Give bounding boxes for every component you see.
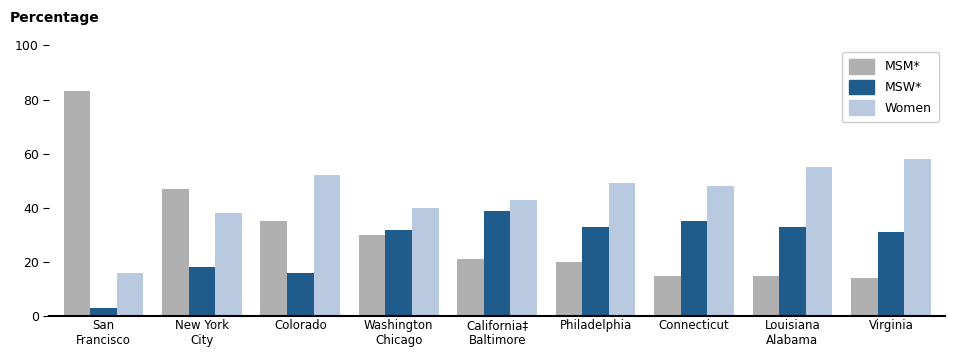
- Bar: [385, 230, 412, 316]
- Bar: [287, 273, 314, 316]
- Bar: [877, 232, 904, 316]
- Bar: [851, 278, 877, 316]
- Bar: [511, 200, 537, 316]
- Bar: [681, 222, 708, 316]
- Bar: [904, 159, 931, 316]
- Bar: [780, 227, 805, 316]
- Bar: [805, 167, 832, 316]
- Bar: [90, 308, 117, 316]
- Bar: [654, 275, 681, 316]
- Bar: [484, 211, 511, 316]
- Bar: [359, 235, 385, 316]
- Bar: [457, 259, 484, 316]
- Bar: [117, 273, 143, 316]
- Bar: [215, 213, 242, 316]
- Bar: [753, 275, 780, 316]
- Bar: [412, 208, 439, 316]
- Bar: [162, 189, 188, 316]
- Bar: [260, 222, 287, 316]
- Text: Percentage: Percentage: [10, 11, 99, 25]
- Bar: [63, 91, 90, 316]
- Legend: MSM*, MSW*, Women: MSM*, MSW*, Women: [842, 52, 939, 122]
- Bar: [188, 268, 215, 316]
- Bar: [556, 262, 583, 316]
- Bar: [314, 175, 340, 316]
- Bar: [708, 186, 733, 316]
- Bar: [583, 227, 609, 316]
- Bar: [609, 184, 636, 316]
